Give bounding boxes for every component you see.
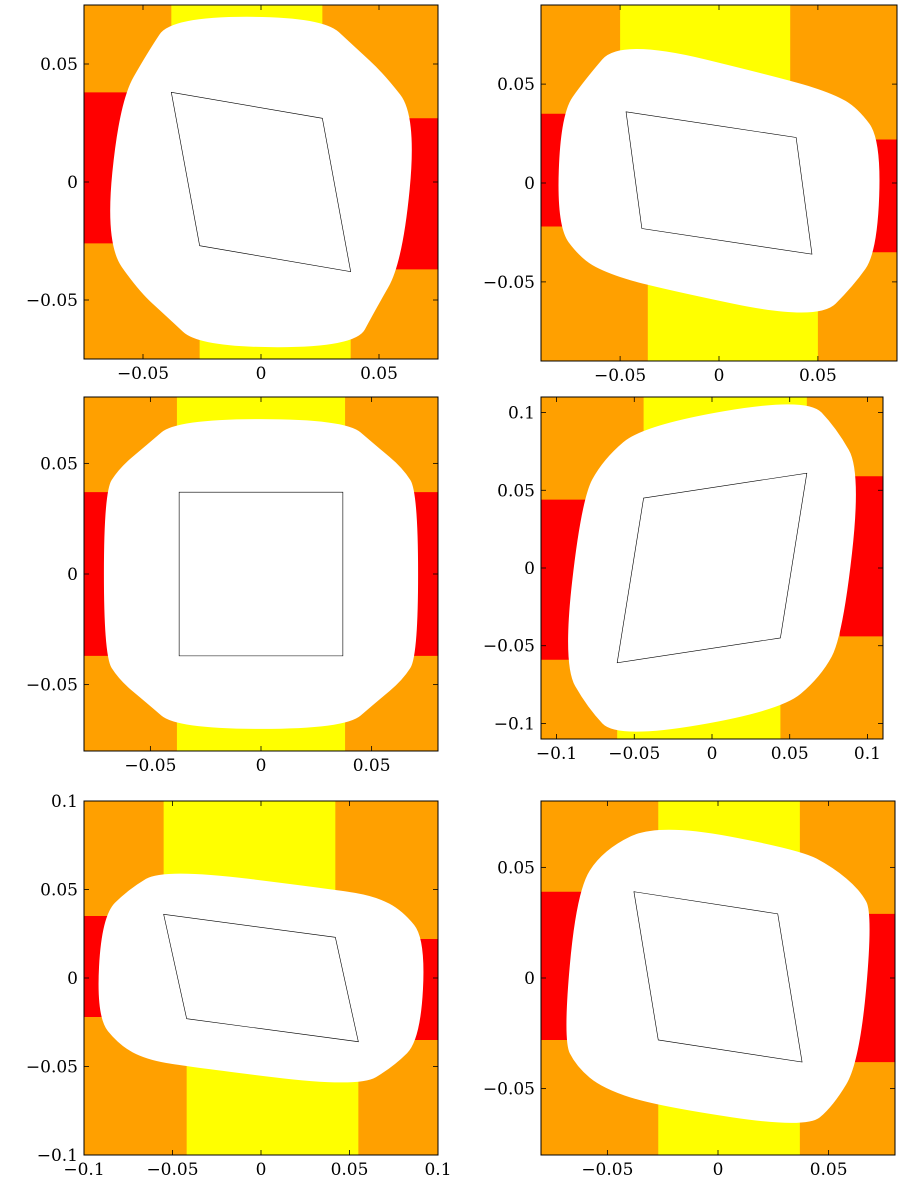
panel-1: −0.05 0 0.05 −0.05 0 0.05 [26, 4, 439, 384]
y-tick-label: −0.05 [483, 637, 535, 657]
y-tick-label: −0.05 [26, 1058, 78, 1078]
x-tick-label: 0 [714, 366, 725, 386]
x-tick-label: −0.05 [146, 1160, 198, 1180]
white-hole-region [98, 873, 424, 1083]
x-tick-label: −0.05 [581, 1160, 633, 1180]
white-hole-region [566, 829, 870, 1123]
x-tick-label: −0.1 [536, 744, 577, 764]
inner-curve [616, 472, 808, 664]
y-tick-label: −0.1 [37, 1146, 78, 1166]
x-tick-label: 0.05 [771, 744, 809, 764]
x-tick-label: 0.05 [799, 366, 837, 386]
y-tick-label: 0 [524, 559, 535, 579]
inner-curve [178, 491, 344, 657]
y-tick-label: 0.1 [508, 404, 535, 424]
y-tick-label: 0 [67, 173, 78, 193]
x-tick-label: 0.1 [424, 1160, 451, 1180]
x-tick-label: 0 [256, 756, 267, 776]
y-tick-label: 0.1 [51, 792, 78, 812]
x-tick-label: 0.1 [854, 744, 881, 764]
inner-curve [170, 91, 352, 273]
x-tick-label: −0.05 [594, 366, 646, 386]
white-hole-region [568, 404, 856, 732]
x-tick-label: −0.05 [117, 364, 169, 384]
inner-curve [625, 111, 813, 255]
x-tick-label: 0.05 [353, 756, 391, 776]
x-tick-label: 0.05 [360, 364, 398, 384]
panel-5: −0.1 −0.05 0 0.05 0.1 −0.1 −0.05 0 0.05 0.1 [26, 792, 452, 1180]
x-tick-label: 0 [713, 1160, 724, 1180]
white-hole-region [110, 16, 412, 348]
y-tick-label: −0.05 [26, 291, 78, 311]
x-tick-label: −0.1 [63, 1160, 104, 1180]
y-tick-label: 0.05 [40, 454, 78, 474]
panel-4: −0.1 −0.05 0 0.05 0.1 −0.1 −0.05 0 0.05 0.1 [483, 396, 884, 764]
white-hole-region [558, 49, 880, 313]
y-tick-label: 0 [67, 969, 78, 989]
y-tick-label: 0.05 [497, 75, 535, 95]
x-tick-label: 0 [256, 1160, 267, 1180]
panel-3: −0.05 0 0.05 −0.05 0 0.05 [26, 396, 439, 776]
x-tick-label: 0 [256, 364, 267, 384]
x-tick-label: 0.05 [810, 1160, 848, 1180]
panel-6: −0.05 0 0.05 −0.05 0 0.05 [483, 800, 896, 1180]
x-tick-label: −0.05 [608, 744, 660, 764]
y-tick-label: 0 [524, 969, 535, 989]
y-tick-label: 0 [67, 565, 78, 585]
y-tick-label: 0.05 [40, 55, 78, 75]
x-tick-label: −0.05 [124, 756, 176, 776]
y-tick-label: −0.05 [483, 273, 535, 293]
y-tick-label: 0.05 [497, 858, 535, 878]
y-tick-label: 0.05 [497, 481, 535, 501]
panel-2: −0.05 0 0.05 −0.05 0 0.05 [483, 4, 898, 386]
y-tick-label: 0 [524, 174, 535, 194]
y-tick-label: −0.1 [494, 714, 535, 734]
inner-curve [163, 913, 359, 1043]
y-tick-label: 0.05 [40, 881, 78, 901]
y-tick-label: −0.05 [26, 676, 78, 696]
white-hole-region [103, 419, 419, 729]
x-tick-label: 0 [707, 744, 718, 764]
inner-curve [633, 891, 803, 1063]
y-tick-label: −0.05 [483, 1080, 535, 1100]
x-tick-label: 0.05 [331, 1160, 369, 1180]
